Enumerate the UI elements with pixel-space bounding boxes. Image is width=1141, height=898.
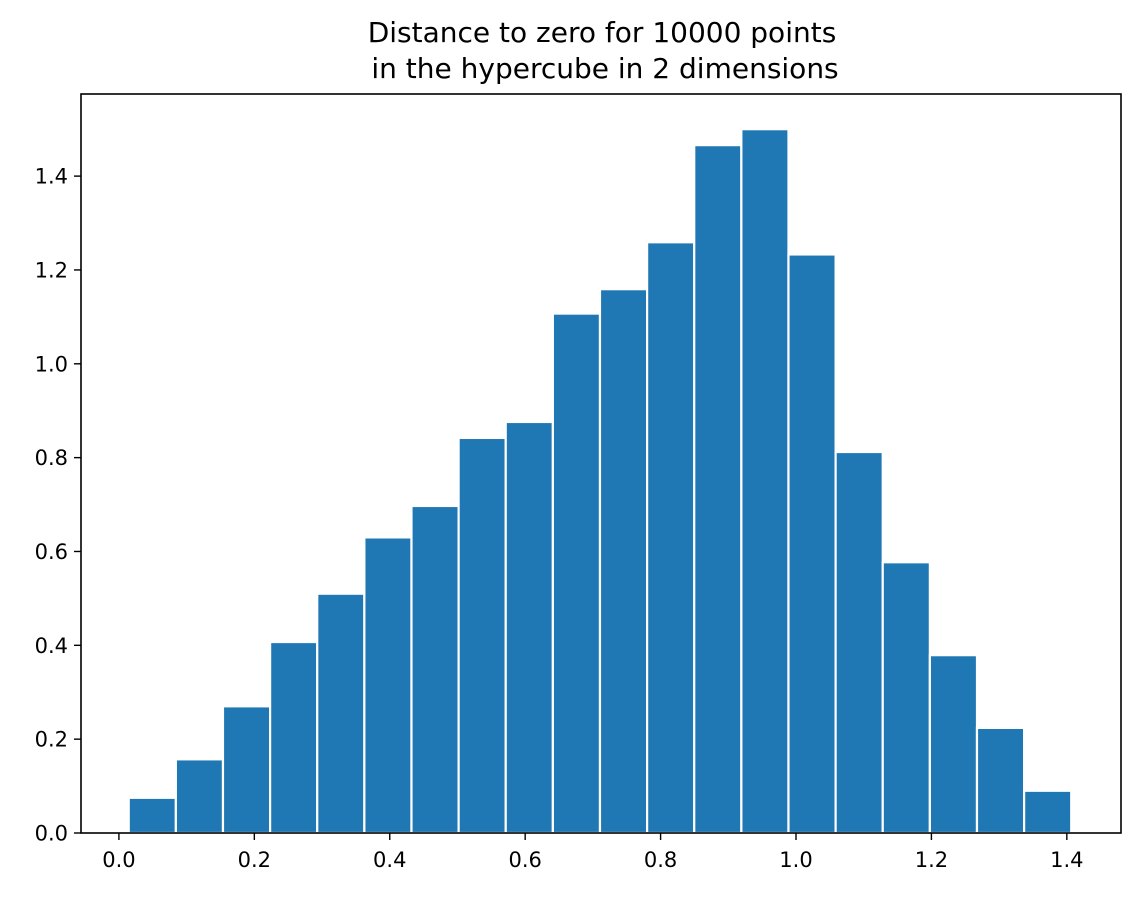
y-tick-label: 0.0 <box>35 822 68 846</box>
x-tick-label: 0.6 <box>508 848 541 872</box>
histogram-bar <box>363 536 413 835</box>
histogram-bar <box>693 144 743 835</box>
histogram-bar <box>646 241 696 835</box>
histogram-bar <box>740 128 790 835</box>
x-tick-label: 0.0 <box>102 848 135 872</box>
histogram-bar <box>787 253 837 835</box>
bars-group <box>127 128 1073 835</box>
histogram-bar <box>457 436 507 835</box>
histogram-bar <box>504 420 554 835</box>
chart-title-line-1: Distance to zero for 10000 points <box>368 16 837 49</box>
x-tick-label: 1.2 <box>915 848 948 872</box>
histogram-bar <box>881 561 931 835</box>
histogram-bar <box>1023 789 1073 835</box>
histogram-bar <box>221 705 272 835</box>
histogram-bar <box>174 758 225 835</box>
y-tick-label: 1.2 <box>35 258 68 282</box>
histogram-bar <box>975 726 1026 835</box>
y-tick-label: 1.0 <box>35 352 68 376</box>
x-tick-label: 0.2 <box>238 848 271 872</box>
x-tick-label: 1.0 <box>779 848 812 872</box>
histogram-bar <box>928 654 979 835</box>
y-tick-label: 0.2 <box>35 728 68 752</box>
x-tick-label: 1.4 <box>1050 848 1083 872</box>
histogram-bar <box>551 312 602 835</box>
x-tick-label: 0.4 <box>373 848 406 872</box>
x-tick-label: 0.8 <box>644 848 677 872</box>
y-tick-label: 1.4 <box>35 165 68 189</box>
y-tick-label: 0.8 <box>35 446 68 470</box>
chart-title-line-2: in the hypercube in 2 dimensions <box>371 52 838 85</box>
y-tick-label: 0.6 <box>35 540 68 564</box>
histogram-bar <box>269 640 319 835</box>
histogram-bar <box>410 504 460 835</box>
histogram-bar <box>598 288 649 835</box>
histogram-bar <box>316 592 366 835</box>
histogram-bar <box>127 796 177 835</box>
histogram-bar <box>834 450 884 835</box>
y-tick-label: 0.4 <box>35 634 68 658</box>
x-axis: 0.0 0.2 0.4 0.6 0.8 1.0 1.2 1.4 <box>102 833 1084 872</box>
y-axis: 0.0 0.2 0.4 0.6 0.8 1.0 1.2 1.4 <box>35 165 81 846</box>
plot-frame <box>80 93 1122 834</box>
